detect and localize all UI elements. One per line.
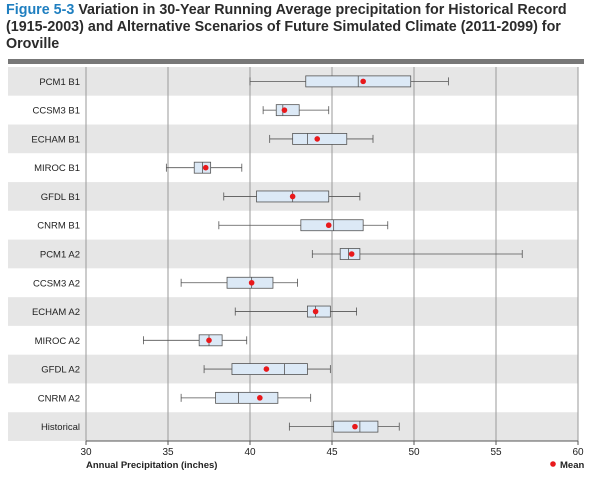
box xyxy=(306,305,331,318)
x-tick-label: 50 xyxy=(408,447,420,458)
mean-marker xyxy=(312,308,319,315)
category-label: CNRM B1 xyxy=(37,221,80,232)
mean-marker xyxy=(352,423,358,430)
mean-marker xyxy=(206,337,212,344)
box xyxy=(300,219,364,232)
mean-marker xyxy=(360,78,366,85)
row-band xyxy=(8,153,578,183)
x-tick-label: 30 xyxy=(80,447,92,458)
box xyxy=(215,391,279,404)
mean-marker xyxy=(202,164,209,171)
top-bar xyxy=(8,59,584,64)
mean-marker xyxy=(289,193,296,200)
x-tick-label: 40 xyxy=(244,447,256,458)
category-label: ECHAM A2 xyxy=(32,307,80,318)
x-tick-label: 45 xyxy=(326,447,338,458)
category-label: Historical xyxy=(41,422,80,433)
row-band xyxy=(8,325,578,355)
category-label: ECHAM B1 xyxy=(31,134,80,145)
category-label: PCM1 B1 xyxy=(39,77,80,88)
chart-title: Figure 5-3 Variation in 30-Year Running … xyxy=(6,2,594,53)
boxes xyxy=(142,75,523,433)
category-labels: PCM1 B1 CCSM3 B1 ECHAM B1 MIROC B1 GFDL B1 CN… xyxy=(31,77,80,433)
figure-title-text: Variation in 30-Year Running Average pre… xyxy=(6,2,567,52)
mean-marker xyxy=(281,107,288,113)
category-label: CCSM3 A2 xyxy=(33,278,80,289)
x-tick-label: 35 xyxy=(162,447,174,458)
legend-mean-label: Mean xyxy=(560,460,584,471)
box xyxy=(231,363,308,375)
x-axis-label: Annual Precipitation (inches) xyxy=(86,460,217,471)
category-label: GFDL A2 xyxy=(41,365,80,376)
category-label: CNRM A2 xyxy=(38,393,80,404)
category-label: MIROC A2 xyxy=(35,336,80,347)
figure-label: Figure 5-3 xyxy=(6,2,75,18)
category-label: CCSM3 B1 xyxy=(32,106,80,117)
category-label: MIROC B1 xyxy=(34,163,80,174)
mean-marker xyxy=(257,395,263,401)
category-label: GFDL B1 xyxy=(41,192,80,203)
box xyxy=(275,104,300,117)
mean-marker xyxy=(314,136,321,142)
category-label: PCM1 A2 xyxy=(40,250,80,261)
x-ticks: 30 35 40 45 50 55 60 xyxy=(80,441,584,458)
x-tick-label: 55 xyxy=(490,447,502,458)
mean-marker xyxy=(325,222,332,229)
mean-marker xyxy=(263,366,270,372)
legend-mean-marker xyxy=(550,461,556,467)
x-tick-label: 60 xyxy=(572,447,584,458)
mean-marker xyxy=(248,279,255,286)
mean-marker xyxy=(348,251,355,257)
